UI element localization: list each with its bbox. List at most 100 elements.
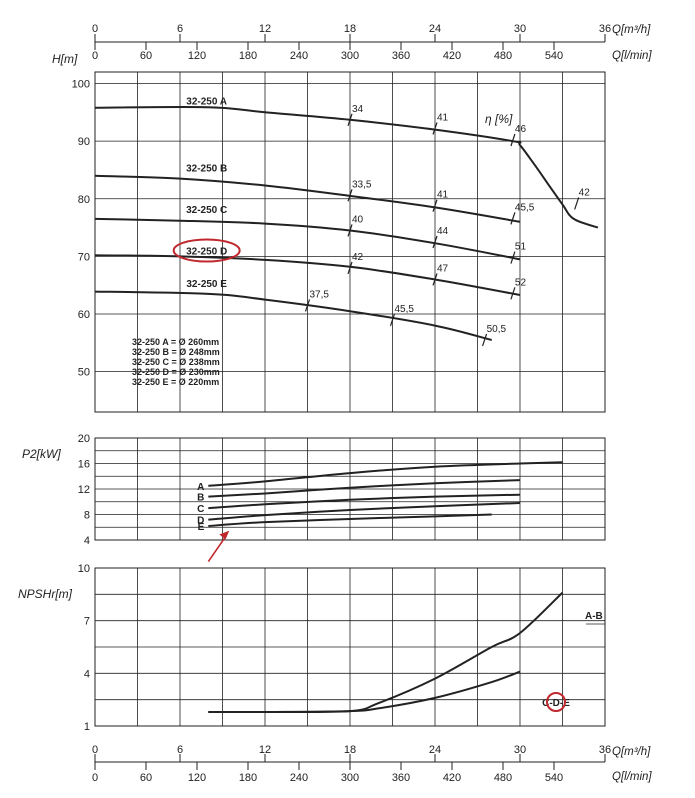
- impeller-legend-entry: 32-250 D = Ø 230mm: [132, 367, 220, 377]
- flow-m3h-tick-label: 24: [429, 744, 441, 756]
- flow-m3h-unit-label: Q[m³/h]: [612, 746, 651, 758]
- highlight-circle: [546, 692, 566, 712]
- y-tick-label: 4: [84, 668, 90, 680]
- flow-m3h-tick-label: 6: [177, 744, 183, 756]
- efficiency-tick: [347, 189, 353, 202]
- y-tick-label: 12: [78, 484, 90, 496]
- flow-m3h-tick-label: 0: [92, 23, 98, 35]
- efficiency-label: 46: [515, 124, 527, 135]
- y-tick-label: 8: [84, 510, 90, 522]
- flow-m3h-tick-label: 24: [429, 23, 441, 35]
- efficiency-label: 40: [352, 214, 364, 225]
- efficiency-label: 33,5: [352, 179, 372, 190]
- flow-lmin-tick-label: 540: [545, 772, 563, 784]
- flow-lmin-tick-label: 120: [188, 50, 206, 62]
- bottom-flow-axis: 0 6 12 18 24 30 360 60 120 180 240 300 360 420 480 540Q…: [92, 744, 652, 784]
- flow-lmin-tick-label: 300: [341, 772, 359, 784]
- efficiency-label: 37,5: [310, 289, 330, 300]
- flow-lmin-tick-label: 60: [140, 772, 152, 784]
- flow-m3h-tick-label: 12: [259, 23, 271, 35]
- npsh-curve: [208, 670, 521, 714]
- flow-m3h-unit-label: Q[m³/h]: [612, 24, 651, 36]
- impeller-legend-entry: 32-250 C = Ø 238mm: [132, 357, 220, 367]
- annotation-arrow-shaft: [207, 535, 227, 563]
- head-curve: [94, 217, 521, 261]
- efficiency-tick: [510, 212, 516, 225]
- head-curve-label: 32-250 D: [186, 246, 227, 257]
- efficiency-tick: [432, 273, 438, 286]
- power-curve: [208, 461, 563, 487]
- y-tick-label: 20: [78, 433, 90, 445]
- annotation-arrow-head: [219, 530, 230, 540]
- y-tick-label: 80: [78, 194, 90, 206]
- power-curve-label: D: [197, 516, 204, 527]
- y-tick-label: 16: [78, 459, 90, 471]
- power-curve-label: C: [197, 504, 204, 515]
- top-flow-axis: 0 6 12 18 24 30 360 60 120 180 240 300 360 420 480 540Q…: [92, 23, 652, 62]
- flow-m3h-tick-label: 18: [344, 744, 356, 756]
- head-curve-label: 32-250 C: [186, 205, 227, 216]
- flow-m3h-tick-label: 6: [177, 23, 183, 35]
- npsh-curve-label: A-B: [585, 611, 603, 622]
- head-axis-label: H[m]: [52, 52, 78, 66]
- y-tick-label: 60: [78, 309, 90, 321]
- efficiency-axis-label: η [%]: [485, 112, 513, 126]
- highlight-ellipse: [172, 238, 241, 263]
- y-tick-label: 4: [84, 535, 90, 547]
- flow-lmin-tick-label: 240: [290, 50, 308, 62]
- npsh-curve-label: C-D-E: [542, 698, 570, 709]
- flow-m3h-tick-label: 12: [259, 744, 271, 756]
- flow-lmin-tick-label: 420: [443, 772, 461, 784]
- flow-m3h-tick-label: 36: [599, 744, 611, 756]
- flow-m3h-tick-label: 18: [344, 23, 356, 35]
- flow-lmin-tick-label: 0: [92, 772, 98, 784]
- efficiency-tick: [510, 251, 516, 264]
- y-tick-label: 1: [84, 721, 90, 733]
- efficiency-tick: [432, 199, 438, 212]
- npsh-panel: NPSHr[m] 1 4 7 10 A-B C-D-E: [18, 563, 606, 733]
- power-curve-label: B: [197, 493, 204, 504]
- flow-lmin-tick-label: 360: [392, 50, 410, 62]
- npsh-curve: [208, 591, 564, 714]
- head-curve: [94, 290, 492, 341]
- efficiency-label: 47: [437, 263, 449, 274]
- y-tick-label: 50: [78, 367, 90, 379]
- flow-lmin-tick-label: 180: [239, 772, 257, 784]
- power-curve: [208, 502, 521, 521]
- y-tick-label: 90: [78, 136, 90, 148]
- power-curve-label: A: [197, 482, 204, 493]
- flow-m3h-tick-label: 36: [599, 23, 611, 35]
- efficiency-label: 42: [352, 252, 364, 263]
- flow-lmin-unit-label: Q[l/min]: [612, 50, 652, 62]
- head-curve: [94, 254, 521, 296]
- flow-lmin-tick-label: 60: [140, 50, 152, 62]
- efficiency-tick: [510, 287, 516, 300]
- impeller-legend-entry: 32-250 A = Ø 260mm: [132, 337, 219, 347]
- efficiency-label: 42: [579, 187, 591, 198]
- efficiency-tick: [432, 122, 438, 135]
- y-tick-label: 100: [72, 79, 90, 91]
- flow-lmin-tick-label: 360: [392, 772, 410, 784]
- efficiency-label: 45,5: [395, 304, 415, 315]
- flow-lmin-tick-label: 300: [341, 50, 359, 62]
- npsh-axis-label: NPSHr[m]: [18, 587, 73, 601]
- efficiency-label: 51: [515, 242, 527, 253]
- efficiency-label: 44: [437, 226, 449, 237]
- efficiency-tick: [389, 313, 396, 326]
- efficiency-tick: [510, 133, 516, 147]
- head-curve-label: 32-250 A: [186, 97, 227, 108]
- efficiency-tick: [482, 333, 488, 347]
- y-tick-label: 70: [78, 251, 90, 263]
- power-curve-label: E: [198, 522, 205, 533]
- flow-m3h-tick-label: 0: [92, 744, 98, 756]
- efficiency-label: 50,5: [487, 324, 507, 335]
- efficiency-label: 45,5: [515, 202, 535, 213]
- efficiency-tick: [574, 197, 580, 210]
- flow-lmin-tick-label: 0: [92, 50, 98, 62]
- flow-lmin-tick-label: 480: [494, 50, 512, 62]
- y-tick-label: 10: [78, 563, 90, 575]
- flow-lmin-tick-label: 240: [290, 772, 308, 784]
